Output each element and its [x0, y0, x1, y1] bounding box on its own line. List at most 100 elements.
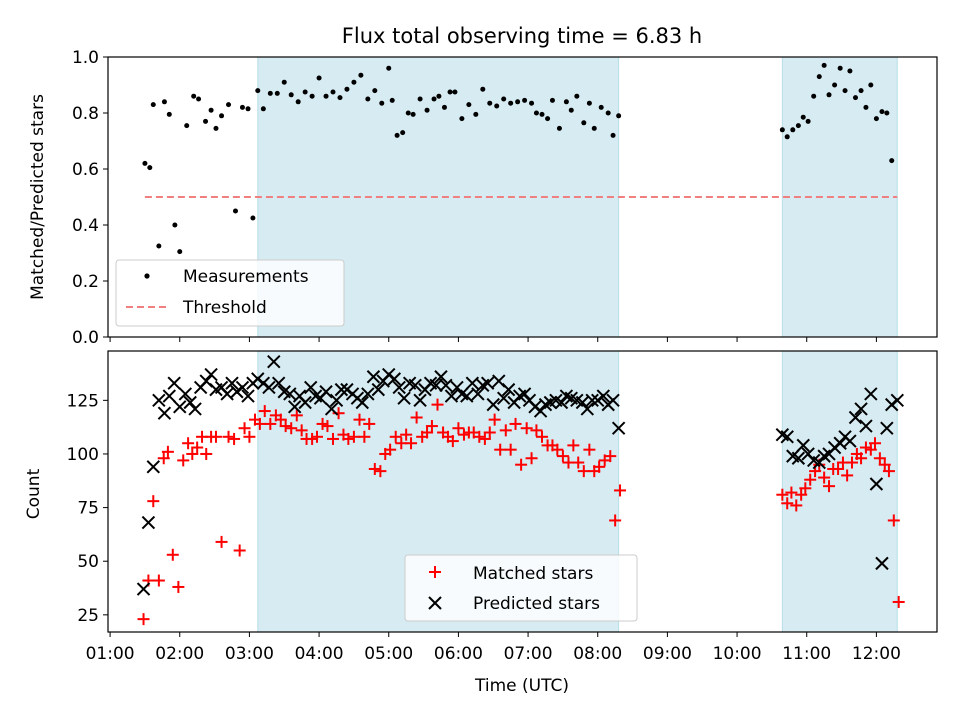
measurement-point	[379, 100, 385, 106]
measurement-point	[394, 132, 400, 138]
shaded-interval-1	[781, 350, 898, 633]
matched-star-point	[864, 443, 877, 456]
predicted-star-point	[434, 370, 448, 384]
matched-star-point	[258, 405, 271, 418]
measurement-point	[255, 88, 261, 94]
measurement-point	[424, 107, 430, 113]
matched-star-point	[152, 574, 165, 587]
matched-star-point	[887, 514, 900, 527]
measurement-point	[473, 111, 479, 117]
measurement-point	[436, 93, 442, 99]
measurement-point	[522, 97, 528, 103]
predicted-star-point	[465, 376, 480, 390]
measurement-point	[821, 62, 827, 68]
y-tick-label: 75	[77, 499, 99, 519]
matched-star-point	[452, 422, 465, 435]
measurement-point	[316, 75, 322, 81]
measurement-point	[574, 93, 580, 99]
measurement-point	[156, 243, 162, 249]
predicted-star-point	[329, 393, 344, 408]
matched-star-point	[389, 430, 402, 443]
measurement-point	[142, 160, 148, 166]
measurement-point	[805, 118, 811, 124]
legend-predicted-marker	[428, 596, 442, 610]
predicted-star-point	[173, 400, 187, 414]
measurement-point	[581, 120, 587, 126]
predicted-star-point	[319, 385, 333, 399]
bottom-axes-frame	[107, 350, 938, 633]
measurement-point	[545, 116, 551, 122]
matched-star-point	[358, 430, 371, 443]
measurement-point	[203, 118, 209, 124]
predicted-star-point	[366, 370, 381, 384]
matched-star-point	[321, 420, 334, 433]
matched-star-point	[243, 430, 256, 443]
matched-star-point	[841, 469, 854, 482]
measurement-point	[811, 93, 817, 99]
matched-star-point	[347, 430, 360, 443]
matched-star-point	[368, 462, 381, 475]
matched-star-point	[567, 439, 580, 452]
x-tick-label: 12:00	[852, 644, 901, 664]
predicted-star-point	[859, 419, 873, 433]
matched-star-point	[233, 544, 246, 557]
matched-star-point	[892, 595, 905, 608]
measurement-point	[459, 116, 465, 122]
matched-star-point	[832, 462, 845, 475]
matched-star-point	[504, 443, 517, 456]
measurement-point	[219, 113, 225, 119]
y-tick-label: 50	[77, 552, 99, 572]
x-tick-label: 02:00	[155, 644, 204, 664]
matched-star-point	[446, 435, 459, 448]
matched-star-point	[421, 426, 434, 439]
matched-star-point	[515, 458, 528, 471]
top-x-ticks	[109, 337, 877, 342]
predicted-star-point	[408, 378, 422, 393]
measurement-point	[226, 102, 232, 108]
matched-star-point	[785, 486, 798, 499]
measurement-point	[295, 99, 301, 105]
legend-threshold-label: Threshold	[182, 298, 267, 318]
measurement-point	[405, 110, 411, 116]
predicted-star-point	[361, 387, 375, 401]
measurement-point	[441, 104, 447, 110]
matched-star-point	[253, 417, 266, 430]
measurement-point	[533, 110, 539, 116]
predicted-star-point	[780, 430, 794, 444]
predicted-star-point	[439, 378, 453, 393]
bottom-panel: 25 50 75 100 125 01:00 02:00 03:00 04:00 05:00 06…	[24, 350, 938, 696]
predicted-star-point	[429, 378, 443, 393]
matched-star-point	[384, 443, 397, 456]
matched-star-point	[823, 480, 836, 493]
y-tick-label: 0.8	[72, 104, 99, 124]
matched-star-point	[431, 398, 444, 411]
matched-star-point	[215, 535, 228, 548]
matched-star-point	[310, 430, 323, 443]
predicted-star-point	[580, 402, 594, 416]
measurement-point	[852, 95, 858, 101]
measurement-point	[365, 96, 371, 102]
predicted-star-point	[554, 395, 569, 410]
matched-star-point	[604, 450, 617, 463]
matched-star-point	[795, 488, 808, 501]
predicted-star-point	[146, 460, 160, 474]
x-tick-label: 08:00	[573, 644, 622, 664]
predicted-star-point	[392, 380, 406, 395]
predicted-star-point	[241, 389, 255, 403]
measurement-point	[250, 215, 256, 221]
measurement-point	[837, 65, 843, 71]
x-tick-label: 06:00	[434, 644, 483, 664]
legend-measurements-label: Measurements	[183, 267, 309, 287]
matched-star-point	[191, 441, 204, 454]
matched-star-point	[614, 484, 627, 497]
matched-star-point	[593, 460, 606, 473]
measurement-point	[400, 130, 406, 136]
measurement-point	[281, 79, 287, 85]
chart-title: Flux total observing time = 6.83 h	[342, 24, 702, 48]
matched-star-point	[279, 420, 292, 433]
y-tick-label: 0.2	[72, 272, 99, 292]
predicted-star-point	[606, 393, 620, 408]
measurement-point	[239, 104, 245, 110]
measurement-point	[832, 82, 838, 88]
matched-star-point	[157, 452, 170, 465]
